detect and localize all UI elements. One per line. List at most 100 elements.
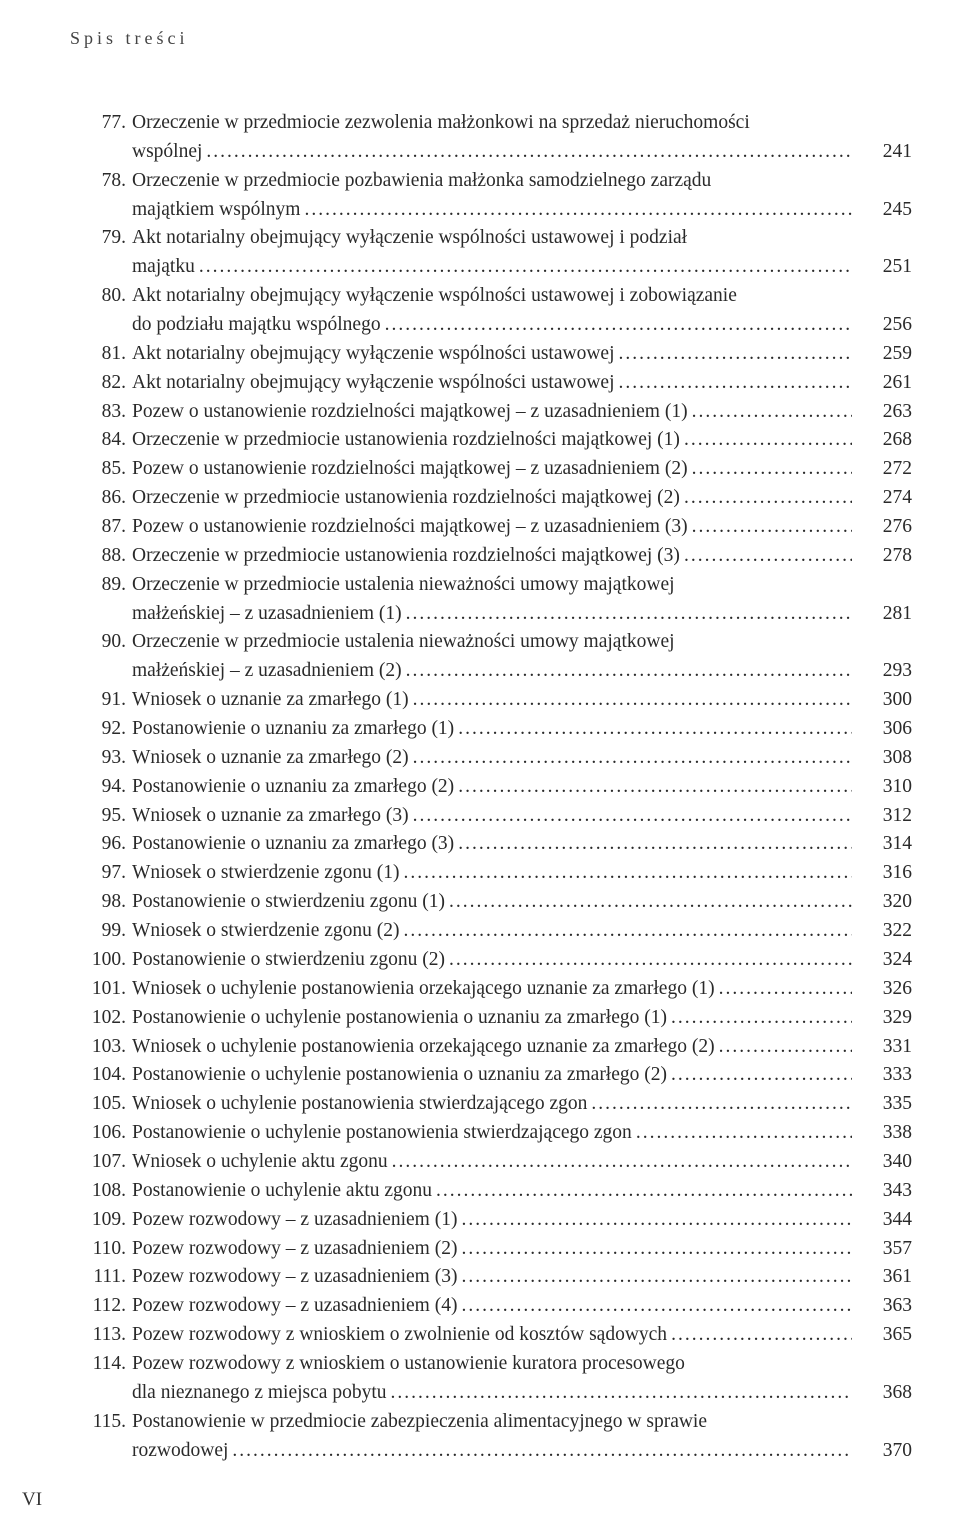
toc-entry-number (70, 1379, 132, 1408)
toc-row: 92.Postanowienie o uznaniu za zmarłego (… (70, 715, 912, 744)
toc-entry-line: Wniosek o uchylenie postanowienia orzeka… (132, 975, 852, 1004)
toc-entry-line: małżeńskiej – z uzasadnieniem (1).......… (132, 600, 852, 629)
toc-row: 111.Pozew rozwodowy – z uzasadnieniem (3… (70, 1263, 912, 1292)
toc-leader-dots: ........................................… (445, 946, 852, 975)
toc-entry-number: 112. (70, 1292, 132, 1321)
toc-entry-page: 338 (852, 1119, 912, 1148)
toc-entry-page: 300 (852, 686, 912, 715)
toc-entry-title: Wniosek o uchylenie postanowienia orzeka… (132, 975, 715, 1004)
toc-leader-dots: ........................................… (409, 686, 852, 715)
toc-row: 95.Wniosek o uznanie za zmarłego (3)....… (70, 802, 912, 831)
toc-entry-number: 93. (70, 744, 132, 773)
toc-entry-number (70, 253, 132, 282)
toc-entry-line: Postanowienie o uznaniu za zmarłego (2).… (132, 773, 852, 802)
toc-entry-title: Orzeczenie w przedmiocie ustanowienia ro… (132, 542, 680, 571)
toc-entry-line: Pozew o ustanowienie rozdzielności mająt… (132, 398, 852, 427)
toc-entry-line: Wniosek o stwierdzenie zgonu (2)........… (132, 917, 852, 946)
toc-entry-number (70, 657, 132, 686)
toc-entry-title: małżeńskiej – z uzasadnieniem (2) (132, 657, 402, 686)
toc-leader-dots: ........................................… (457, 1235, 852, 1264)
toc-entry-text-wrap: Orzeczenie w przedmiocie zezwolenia małż… (132, 109, 852, 138)
toc-entry-page: 329 (852, 1004, 912, 1033)
toc-entry-line: Postanowienie o uchylenie postanowienia … (132, 1119, 852, 1148)
toc-leader-dots: ........................................… (445, 888, 852, 917)
toc-entry-page (852, 224, 912, 253)
toc-entry-number: 83. (70, 398, 132, 427)
toc-leader-dots: ........................................… (457, 1292, 852, 1321)
toc-entry-page: 333 (852, 1061, 912, 1090)
toc-entry-number (70, 1437, 132, 1466)
toc-entry-number: 97. (70, 859, 132, 888)
toc-row: 94.Postanowienie o uznaniu za zmarłego (… (70, 773, 912, 802)
toc-entry-page: 335 (852, 1090, 912, 1119)
toc-leader-dots: ........................................… (632, 1119, 852, 1148)
toc-entry-page: 310 (852, 773, 912, 802)
toc-entry-text-wrap: Pozew rozwodowy – z uzasadnieniem (2)...… (132, 1235, 852, 1264)
toc-entry-title: Pozew rozwodowy – z uzasadnieniem (2) (132, 1235, 457, 1264)
toc-entry-number: 95. (70, 802, 132, 831)
toc-entry-line: Postanowienie o stwierdzeniu zgonu (2)..… (132, 946, 852, 975)
toc-row: do podziału majątku wspólnego...........… (70, 311, 912, 340)
toc-entry-title: Wniosek o stwierdzenie zgonu (1) (132, 859, 400, 888)
toc-entry-number: 110. (70, 1235, 132, 1264)
toc-entry-line: Akt notarialny obejmujący wyłączenie wsp… (132, 282, 852, 311)
toc-entry-line: Postanowienie o uznaniu za zmarłego (1).… (132, 715, 852, 744)
toc-row: dla nieznanego z miejsca pobytu.........… (70, 1379, 912, 1408)
toc-entry-line: Wniosek o uchylenie aktu zgonu..........… (132, 1148, 852, 1177)
toc-row: 78.Orzeczenie w przedmiocie pozbawienia … (70, 167, 912, 196)
toc-entry-text-wrap: Pozew rozwodowy z wnioskiem o ustanowien… (132, 1350, 852, 1379)
toc-entry-text-wrap: Pozew rozwodowy – z uzasadnieniem (3)...… (132, 1263, 852, 1292)
toc-entry-number: 105. (70, 1090, 132, 1119)
toc-entry-page: 314 (852, 830, 912, 859)
toc-entry-title: Akt notarialny obejmujący wyłączenie wsp… (132, 282, 737, 311)
toc-leader-dots: ........................................… (457, 1263, 852, 1292)
toc-entry-line: Orzeczenie w przedmiocie ustalenia niewa… (132, 571, 852, 600)
toc-entry-title: Wniosek o uchylenie postanowienia stwier… (132, 1090, 587, 1119)
toc-leader-dots: ........................................… (715, 975, 852, 1004)
toc-entry-text-wrap: Postanowienie o uchylenie postanowienia … (132, 1061, 852, 1090)
toc-entry-text-wrap: Postanowienie o uchylenie postanowienia … (132, 1004, 852, 1033)
toc-row: 115.Postanowienie w przedmiocie zabezpie… (70, 1408, 912, 1437)
toc-entry-text-wrap: Akt notarialny obejmujący wyłączenie wsp… (132, 340, 852, 369)
toc-entry-text-wrap: majątkiem wspólnym......................… (132, 196, 852, 225)
toc-leader-dots: ........................................… (432, 1177, 852, 1206)
toc-entry-line: Orzeczenie w przedmiocie ustanowienia ro… (132, 484, 852, 513)
toc-entry-page: 370 (852, 1437, 912, 1466)
toc-entry-text-wrap: rozwodowej..............................… (132, 1437, 852, 1466)
toc-entry-line: dla nieznanego z miejsca pobytu.........… (132, 1379, 852, 1408)
toc-entry-text-wrap: Postanowienie o uznaniu za zmarłego (2).… (132, 773, 852, 802)
toc-entry-page: 316 (852, 859, 912, 888)
toc-row: 108.Postanowienie o uchylenie aktu zgonu… (70, 1177, 912, 1206)
toc-entry-line: Akt notarialny obejmujący wyłączenie wsp… (132, 224, 852, 253)
toc-entry-title: Akt notarialny obejmujący wyłączenie wsp… (132, 340, 615, 369)
toc-leader-dots: ........................................… (688, 455, 852, 484)
toc-entry-page: 268 (852, 426, 912, 455)
toc-entry-line: Wniosek o stwierdzenie zgonu (1)........… (132, 859, 852, 888)
toc-entry-number: 78. (70, 167, 132, 196)
toc-leader-dots: ........................................… (454, 830, 852, 859)
running-head: Spis treści (70, 28, 912, 49)
toc-entry-title: małżeńskiej – z uzasadnieniem (1) (132, 600, 402, 629)
toc-entry-number: 109. (70, 1206, 132, 1235)
toc-entry-title: majątku (132, 253, 195, 282)
toc-entry-line: Postanowienie o uchylenie postanowienia … (132, 1004, 852, 1033)
toc-row: małżeńskiej – z uzasadnieniem (1).......… (70, 600, 912, 629)
toc-entry-page: 306 (852, 715, 912, 744)
toc-entry-number: 115. (70, 1408, 132, 1437)
toc-entry-text-wrap: Postanowienie o stwierdzeniu zgonu (2)..… (132, 946, 852, 975)
toc-entry-line: Wniosek o uznanie za zmarłego (1).......… (132, 686, 852, 715)
toc-row: 113.Pozew rozwodowy z wnioskiem o zwolni… (70, 1321, 912, 1350)
toc-entry-title: Postanowienie o uchylenie postanowienia … (132, 1119, 632, 1148)
toc-leader-dots: ........................................… (667, 1061, 852, 1090)
toc-entry-page (852, 1350, 912, 1379)
toc-entry-line: Pozew rozwodowy – z uzasadnieniem (3)...… (132, 1263, 852, 1292)
toc-entry-text-wrap: wspólnej................................… (132, 138, 852, 167)
toc-entry-line: Pozew o ustanowienie rozdzielności mająt… (132, 455, 852, 484)
toc-entry-number: 89. (70, 571, 132, 600)
toc-entry-number (70, 196, 132, 225)
toc-entry-number: 84. (70, 426, 132, 455)
toc-leader-dots: ........................................… (195, 253, 852, 282)
toc-entry-text-wrap: Pozew rozwodowy – z uzasadnieniem (4)...… (132, 1292, 852, 1321)
toc-entry-title: Wniosek o uznanie za zmarłego (1) (132, 686, 409, 715)
toc-entry-number: 85. (70, 455, 132, 484)
